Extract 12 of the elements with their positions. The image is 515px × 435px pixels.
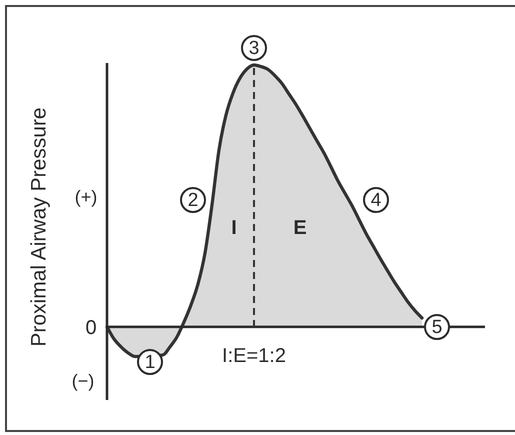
annotation: 2: [180, 187, 206, 213]
annotation: 5: [424, 314, 450, 340]
y-axis-title: Proximal Airway Pressure: [28, 107, 50, 347]
text: (+): [74, 187, 98, 207]
annotation: I:E=1:2: [222, 345, 286, 367]
annotation: E: [293, 217, 307, 239]
text: 0: [85, 317, 97, 339]
text: 3: [241, 35, 267, 61]
annotation: 4: [363, 187, 389, 213]
annotation: I: [231, 217, 237, 239]
text: (−): [72, 371, 94, 391]
annotation: 1: [137, 349, 163, 375]
